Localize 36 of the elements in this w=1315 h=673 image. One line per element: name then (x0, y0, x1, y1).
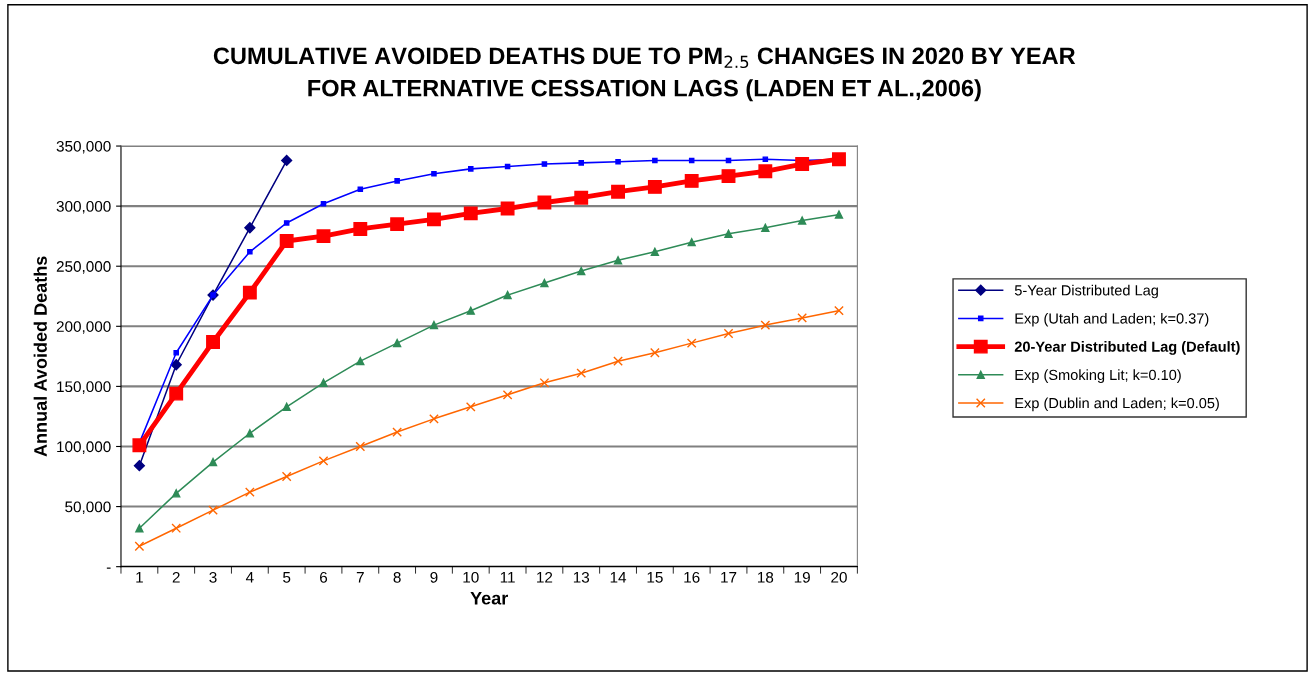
x-tick-label: 4 (245, 572, 254, 583)
x-tick-label: 3 (209, 571, 217, 583)
y-tick-label: 300,000 (56, 201, 111, 214)
x-tick-label: 17 (721, 572, 737, 583)
y-tick-label: 200,000 (56, 321, 111, 334)
x-tick-label: 16 (684, 571, 700, 583)
y-tick-label: 350,000 (56, 140, 111, 154)
y-tick-label: 50,000 (65, 501, 111, 515)
x-tick-label: 1 (136, 572, 143, 583)
legend-label: Exp (Dublin and Laden; k=0.05) (1015, 397, 1219, 412)
x-tick-label: 11 (500, 572, 515, 583)
x-tick-label: 10 (463, 571, 479, 583)
x-tick-label: 14 (610, 572, 627, 583)
x-tick-label: 9 (430, 571, 438, 583)
x-tick-label: 18 (758, 571, 774, 583)
legend-label: 5-Year Distributed Lag (1014, 284, 1158, 299)
x-tick-label: 13 (573, 571, 590, 583)
x-tick-label: 5 (283, 572, 291, 583)
legend-label: Exp (Smoking Lit; k=0.10) (1015, 369, 1181, 383)
legend-label: 20-Year Distributed Lag (Default) (1014, 341, 1240, 355)
x-tick-label: 6 (320, 571, 328, 583)
x-tick-label: 12 (537, 571, 553, 583)
y-tick-label: 250,000 (56, 261, 111, 274)
x-tick-label: 7 (356, 572, 364, 583)
y-axis-title: Annual Avoided Deaths (33, 256, 47, 457)
x-tick-label: 15 (647, 572, 663, 583)
x-tick-label: 20 (831, 571, 847, 583)
x-tick-label: 8 (393, 571, 401, 583)
y-tick-label: 150,000 (57, 381, 111, 394)
x-axis-title: Year (470, 591, 508, 605)
chart-title: CUMULATIVE AVOIDED DEATHS DUE TO PM$_{2.5}$ CHANGES IN 2020 BY YEAR FOR ALTERNATIVE CESSATION LAGS (LADEN ET AL.,2006) (213, 47, 1076, 102)
x-tick-label: 19 (794, 571, 810, 583)
y-tick-label: 100,000 (57, 441, 111, 454)
legend-label: Exp (Utah and Laden; k=0.37) (1015, 312, 1209, 327)
y-tick-label: - (106, 567, 111, 569)
x-tick-label: 2 (172, 571, 180, 583)
